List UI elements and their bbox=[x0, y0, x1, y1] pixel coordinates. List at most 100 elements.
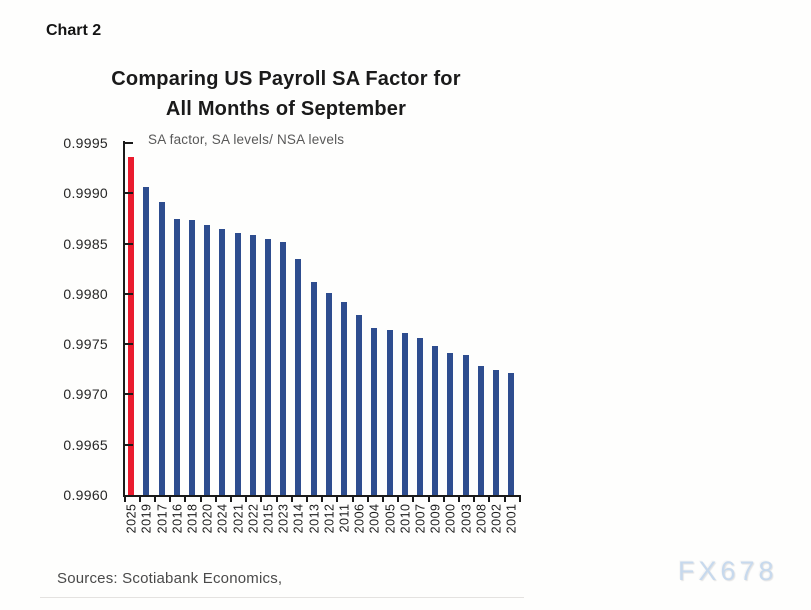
watermark-fx678: FX678 bbox=[678, 556, 778, 586]
bar-2019 bbox=[143, 187, 150, 495]
y-axis-tick bbox=[123, 343, 133, 346]
bar-2023 bbox=[280, 241, 287, 495]
x-axis-tick bbox=[397, 497, 400, 502]
x-axis-tick bbox=[458, 497, 460, 502]
x-axis-tick-label-2001: 2001 bbox=[504, 503, 519, 534]
bar-2025 bbox=[128, 157, 135, 495]
bar-2024 bbox=[219, 229, 226, 495]
y-axis-tick-label: 0.9985 bbox=[63, 235, 108, 252]
x-axis-tick bbox=[351, 497, 354, 502]
x-axis-tick-label-2002: 2002 bbox=[489, 503, 504, 534]
x-axis-line bbox=[123, 495, 521, 497]
bar-2015 bbox=[264, 238, 272, 495]
x-axis-tick-label-2013: 2013 bbox=[307, 503, 322, 534]
y-axis-tick bbox=[123, 443, 133, 446]
y-axis-tick bbox=[123, 393, 133, 396]
x-axis-tick-label-2009: 2009 bbox=[428, 503, 443, 534]
x-axis-tick bbox=[214, 497, 217, 502]
chart-number-label: Chart 2 bbox=[46, 22, 102, 39]
x-axis-tick-label-2012: 2012 bbox=[322, 503, 337, 534]
y-axis-tick bbox=[123, 192, 133, 195]
bar-2017 bbox=[158, 202, 165, 495]
y-axis-tick-label: 0.9960 bbox=[63, 487, 108, 503]
x-axis-tick-label-2018: 2018 bbox=[185, 503, 200, 534]
sources-note: Sources: Scotiabank Economics, bbox=[57, 570, 283, 587]
bar-2000 bbox=[447, 353, 454, 495]
x-axis-tick-label-2024: 2024 bbox=[215, 503, 230, 534]
y-axis-line bbox=[123, 141, 125, 497]
y-axis-tick-label: 0.9990 bbox=[63, 185, 108, 202]
bar-2016 bbox=[173, 219, 180, 495]
x-axis-tick bbox=[154, 497, 156, 502]
x-axis-tick-label-2022: 2022 bbox=[246, 503, 261, 534]
y-axis-tick bbox=[123, 142, 133, 144]
x-axis-tick-label-2016: 2016 bbox=[170, 503, 185, 534]
bar-2021 bbox=[234, 232, 241, 495]
x-axis-tick-label-2004: 2004 bbox=[367, 503, 382, 534]
bar-2013 bbox=[310, 281, 317, 495]
x-axis-tick-label-2023: 2023 bbox=[276, 503, 291, 534]
bar-2008 bbox=[477, 366, 484, 495]
x-axis-tick-label-2003: 2003 bbox=[459, 503, 474, 534]
x-axis-tick bbox=[427, 497, 430, 502]
bottom-divider bbox=[40, 597, 524, 598]
bar-2001 bbox=[508, 373, 515, 495]
bar-2006 bbox=[356, 314, 363, 495]
x-axis-tick-label-2007: 2007 bbox=[413, 503, 428, 534]
x-axis-tick-label-2005: 2005 bbox=[383, 503, 398, 534]
x-axis-tick bbox=[412, 497, 415, 502]
bar-2014 bbox=[295, 258, 302, 495]
x-axis-tick bbox=[199, 497, 202, 502]
x-axis-tick bbox=[169, 497, 172, 502]
x-axis-tick bbox=[442, 497, 445, 502]
bar-2022 bbox=[249, 234, 256, 495]
x-axis-tick bbox=[245, 497, 248, 502]
x-axis-tick bbox=[366, 497, 369, 502]
bar-2009 bbox=[432, 346, 439, 495]
x-axis-tick-label-2019: 2019 bbox=[139, 503, 154, 534]
y-axis-tick-label: 0.9970 bbox=[63, 386, 108, 403]
bar-2011 bbox=[340, 301, 348, 495]
y-axis-tick-label: 0.9980 bbox=[63, 285, 108, 302]
y-axis-tick-label: 0.9995 bbox=[63, 135, 108, 151]
y-axis-tick bbox=[123, 292, 133, 295]
x-axis-tick-label-2025: 2025 bbox=[124, 503, 139, 534]
x-axis-tick bbox=[336, 497, 339, 502]
x-axis-tick bbox=[275, 497, 278, 502]
x-axis-tick-label-2014: 2014 bbox=[291, 503, 306, 534]
y-axis-tick-label: 0.9965 bbox=[63, 436, 108, 453]
bar-2005 bbox=[386, 330, 393, 495]
x-axis-tick-label-2010: 2010 bbox=[398, 503, 413, 534]
bar-2020 bbox=[204, 225, 211, 495]
x-axis-tick-label-2021: 2021 bbox=[231, 503, 246, 534]
chart-title-line-2: All Months of September bbox=[165, 98, 407, 120]
x-axis-tick bbox=[518, 497, 521, 502]
x-axis-tick bbox=[230, 497, 232, 502]
x-axis-tick-label-2020: 2020 bbox=[200, 503, 215, 534]
y-axis-tick-label: 0.9975 bbox=[63, 336, 108, 353]
chart-title: Comparing US Payroll SA Factor for All M… bbox=[40, 64, 532, 124]
bar-2003 bbox=[462, 355, 469, 495]
x-axis-tick bbox=[321, 497, 324, 502]
x-axis-tick-label-2015: 2015 bbox=[261, 503, 276, 534]
bar-2007 bbox=[416, 338, 424, 495]
x-axis-tick bbox=[473, 497, 476, 502]
x-axis-tick bbox=[503, 497, 506, 502]
x-axis-tick-label-2000: 2000 bbox=[443, 503, 458, 534]
bar-2004 bbox=[371, 328, 378, 495]
x-axis-tick bbox=[184, 497, 187, 502]
y-axis-tick bbox=[123, 242, 133, 245]
x-axis-tick bbox=[138, 497, 141, 502]
bar-2010 bbox=[401, 333, 408, 495]
chart-subtitle: SA factor, SA levels/ NSA levels bbox=[148, 132, 345, 147]
x-axis-tick bbox=[123, 497, 126, 502]
x-axis-tick-label-2008: 2008 bbox=[474, 503, 489, 534]
chart-title-line-1: Comparing US Payroll SA Factor for bbox=[111, 68, 461, 90]
x-axis-tick-label-2006: 2006 bbox=[352, 503, 367, 534]
x-axis-tick bbox=[382, 497, 384, 502]
x-axis-tick-label-2017: 2017 bbox=[155, 503, 170, 534]
bar-2002 bbox=[492, 370, 500, 495]
x-axis-tick bbox=[488, 497, 491, 502]
bar-2012 bbox=[325, 292, 332, 495]
